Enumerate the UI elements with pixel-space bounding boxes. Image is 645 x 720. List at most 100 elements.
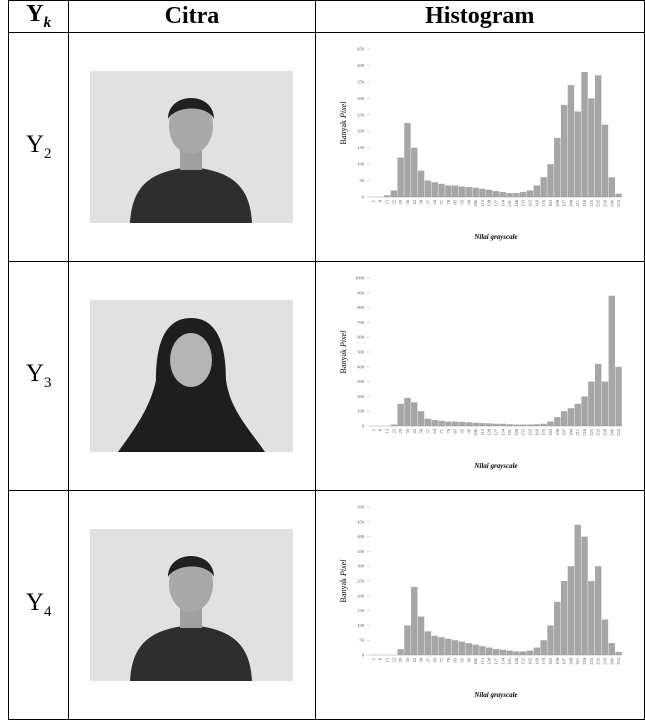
photo-body (130, 624, 253, 681)
x-tick-label: 106 (473, 428, 478, 436)
x-tick-label: 120 (486, 428, 491, 436)
image-cell (68, 31, 316, 262)
row-label-text: Y (25, 588, 44, 616)
bar (553, 416, 561, 426)
photo (90, 70, 294, 223)
bar (512, 424, 520, 426)
x-tick-label: 15 (384, 657, 389, 662)
bar (540, 639, 547, 655)
bar (499, 649, 506, 655)
x-tick-label: 22 (391, 658, 396, 663)
x-tick-label: 1 (371, 429, 376, 431)
x-tick-label: 29 (398, 199, 403, 204)
bar (485, 423, 493, 426)
y-tick-label: 200 (357, 394, 365, 399)
x-tick-label: 57 (425, 428, 430, 433)
y-tick-label: 600 (357, 334, 365, 339)
x-tick-label: 239 (602, 199, 607, 207)
histogram: 0 100 200 300 400 500 600 700 800 900 1000 1 8 15 22 29… (339, 275, 622, 470)
x-tick-label: 85 (452, 428, 457, 433)
header-histogram: Histogram (314, 0, 645, 33)
x-tick-label: 148 (514, 428, 519, 436)
bar (383, 195, 390, 197)
bar (472, 422, 479, 426)
x-tick-label: 134 (500, 199, 505, 207)
bar (540, 423, 547, 426)
bar (512, 192, 520, 197)
y-tick-label: 900 (357, 290, 365, 295)
bar (465, 186, 472, 197)
bar (519, 191, 527, 197)
x-tick-label: 155 (521, 657, 526, 665)
x-tick-label: 232 (595, 429, 600, 436)
bar (601, 381, 608, 426)
bar (533, 647, 540, 655)
x-tick-label: 127 (493, 428, 498, 436)
bar (560, 104, 568, 197)
y-tick-label: 350 (357, 79, 365, 84)
bar (567, 84, 574, 197)
bar (410, 402, 418, 426)
bar (553, 601, 561, 655)
x-tick-label: 127 (493, 199, 498, 207)
bar (506, 650, 513, 655)
bar (540, 177, 547, 197)
image-cell (68, 260, 316, 491)
bar (404, 122, 411, 197)
row-label: Y4 (7, 489, 70, 720)
bar (417, 616, 425, 655)
y-tick-label: 100 (357, 408, 365, 413)
x-tick-label: 162 (527, 429, 532, 436)
x-tick-label: 176 (541, 199, 546, 207)
x-tick-label: 246 (609, 428, 614, 436)
bar (547, 421, 554, 426)
x-tick-label: 1 (371, 658, 376, 660)
bar (519, 424, 527, 426)
bar (533, 424, 540, 426)
y-tick-label: 500 (357, 349, 365, 354)
x-tick-label: 162 (527, 658, 532, 665)
x-tick-label: 148 (514, 657, 519, 665)
bar (499, 191, 506, 197)
bar (451, 185, 459, 197)
bar (594, 565, 602, 655)
x-tick-label: 169 (534, 199, 539, 207)
image-cell (68, 489, 316, 720)
bar (574, 403, 581, 426)
y-tick-label: 400 (357, 63, 365, 68)
bar (472, 187, 479, 197)
x-tick-label: 99 (466, 657, 471, 662)
bar (410, 147, 418, 197)
bar (512, 651, 520, 655)
x-tick-label: 148 (514, 199, 519, 207)
x-tick-label: 8 (377, 657, 382, 660)
histogram-cell: 0 100 200 300 400 500 600 700 800 900 1000 1 8 15 22 29… (314, 260, 645, 491)
bar (492, 190, 499, 197)
row-label-sub: 4 (43, 603, 52, 620)
bar (587, 381, 595, 426)
x-tick-label: 253 (616, 199, 621, 207)
bar (458, 641, 465, 655)
bar (615, 366, 622, 426)
x-tick-label: 92 (459, 658, 464, 663)
bar (404, 397, 411, 426)
x-tick-label: 64 (432, 657, 437, 662)
x-tick-label: 141 (507, 200, 512, 207)
x-tick-label: 36 (405, 199, 410, 204)
header-y-text: Y (26, 1, 44, 27)
bar (438, 637, 445, 655)
y-axis-label-italic: Pixel (339, 330, 348, 348)
x-tick-label: 134 (500, 428, 505, 436)
y-tick-label: 300 (357, 96, 365, 101)
bar (417, 410, 425, 426)
row-label-sub: 2 (43, 145, 52, 162)
x-tick-label: 190 (555, 657, 560, 665)
bar (574, 111, 581, 197)
bar (478, 645, 486, 655)
bar (472, 644, 479, 655)
y-tick-label: 800 (357, 305, 365, 310)
bar (547, 625, 554, 655)
photo-hair (168, 97, 215, 119)
x-tick-label: 183 (548, 199, 553, 207)
